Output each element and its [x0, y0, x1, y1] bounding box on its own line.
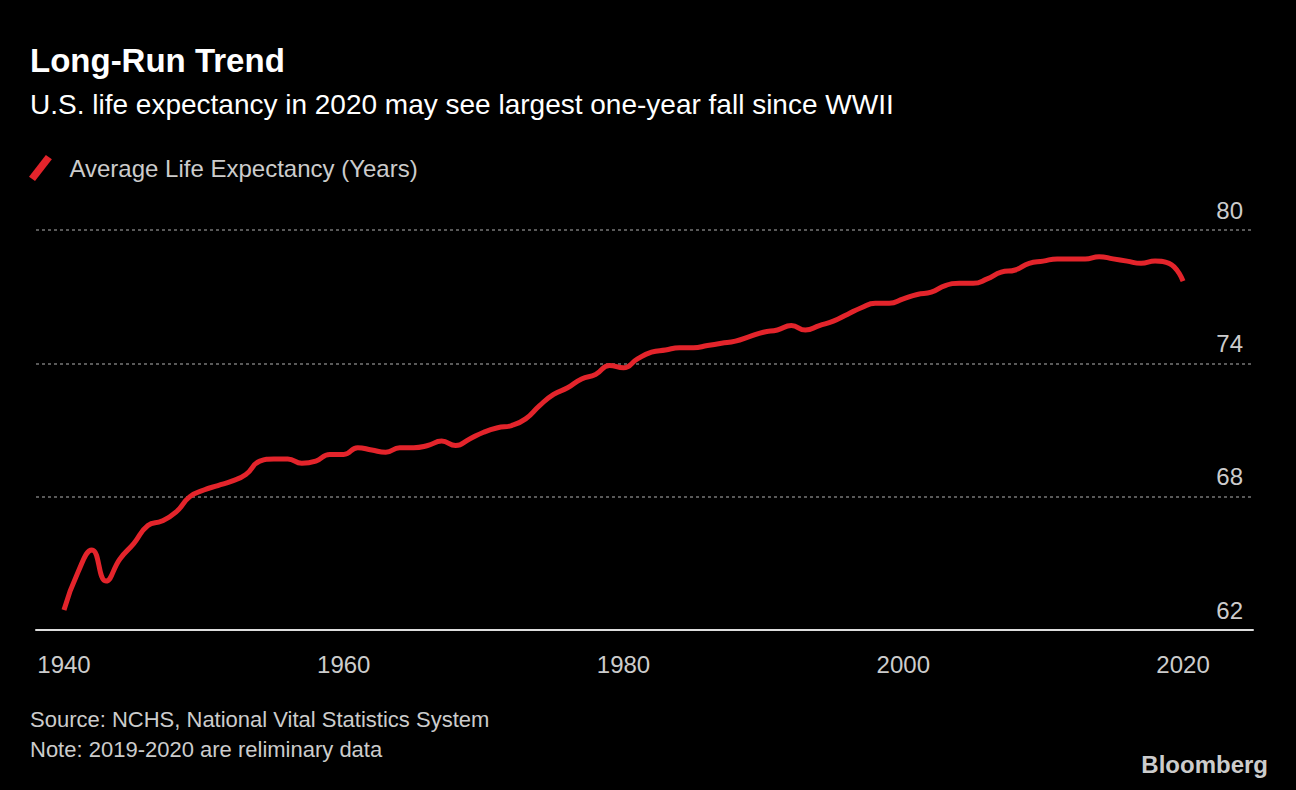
svg-text:Average Life Expectancy (Years: Average Life Expectancy (Years)	[69, 155, 417, 182]
svg-text:1960: 1960	[317, 651, 370, 678]
svg-text:80: 80	[1216, 197, 1243, 224]
svg-text:Note: 2019-2020 are reliminary: Note: 2019-2020 are reliminary data	[30, 737, 383, 762]
svg-text:Bloomberg: Bloomberg	[1141, 751, 1268, 778]
svg-text:Long-Run Trend: Long-Run Trend	[30, 42, 285, 79]
svg-text:1940: 1940	[37, 651, 90, 678]
svg-text:Source: NCHS, National Vital S: Source: NCHS, National Vital Statistics …	[30, 707, 489, 732]
svg-text:2020: 2020	[1156, 651, 1209, 678]
svg-text:2000: 2000	[877, 651, 930, 678]
svg-text:U.S. life expectancy in 2020 m: U.S. life expectancy in 2020 may see lar…	[30, 89, 894, 120]
svg-text:68: 68	[1216, 463, 1243, 490]
svg-text:1980: 1980	[597, 651, 650, 678]
svg-text:74: 74	[1216, 330, 1243, 357]
svg-text:62: 62	[1216, 597, 1243, 624]
